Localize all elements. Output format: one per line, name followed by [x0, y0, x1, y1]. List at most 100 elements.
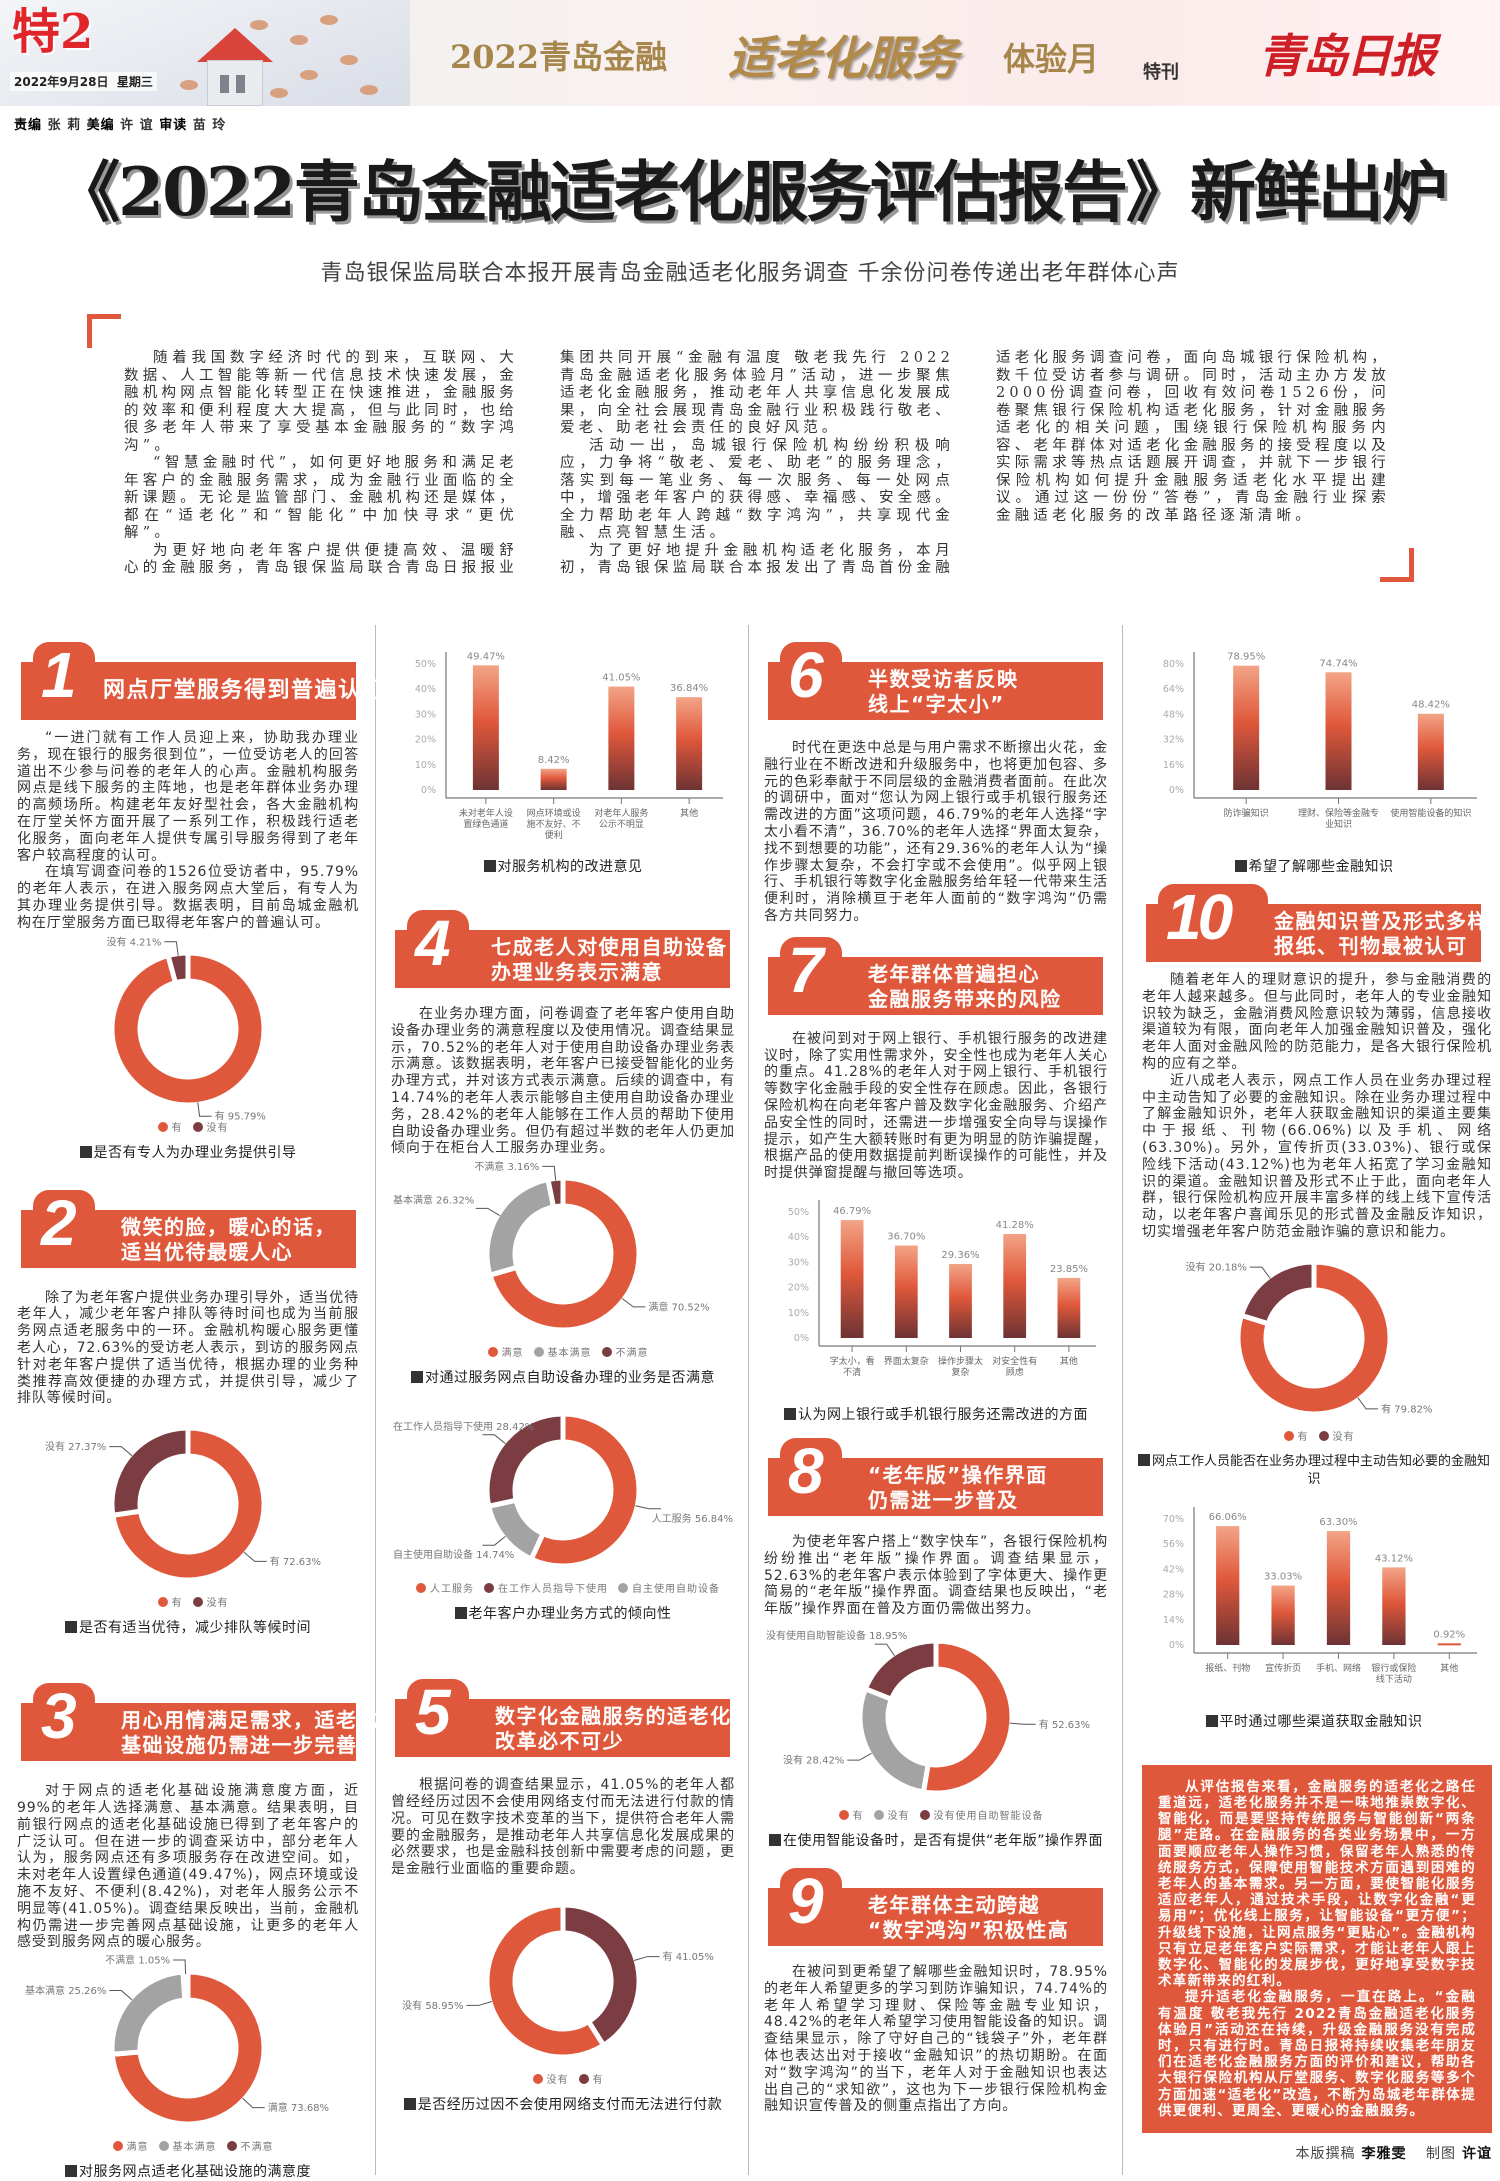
chart-legend: 没有 有	[391, 2072, 735, 2090]
paragraph: 时代在更迭中总是与用户需求不断擦出火花，金融行业在不断改进和升级服务中，也将更加…	[764, 740, 1108, 924]
section-number: 8	[788, 1434, 824, 1507]
legend-label: 有	[171, 1122, 183, 1134]
slice-label: 有 41.05%	[663, 1950, 714, 1963]
slice-label: 没有 4.21%	[106, 935, 161, 948]
bar-value-label: 74.74%	[1319, 658, 1357, 669]
section-title: 微笑的脸，暖心的话， 适当优待最暖人心	[121, 1215, 336, 1265]
leader-line	[1249, 1266, 1271, 1279]
section-bar	[21, 1703, 356, 1762]
section-header-10: 10 金融知识普及形式多样 报纸、刊物最被认可	[1146, 881, 1488, 962]
paragraph: 根据问卷的调查结果显示，41.05%的老年人都曾经经历过因不会使用网络支付而无法…	[391, 1777, 735, 1878]
legend-swatch	[416, 1583, 426, 1594]
legend-label: 满意	[126, 2142, 149, 2154]
y-tick-label: 20%	[415, 735, 436, 746]
chart-caption: 在使用智能设备时，是否有提供“老年版”操作界面	[764, 1832, 1108, 1850]
leader-line	[466, 2001, 493, 2006]
bar-chart-knowledge-wanted: 0% 16% 32% 48% 64% 80% 78.95% 防诈骗知识 74.74% 理财、保险等…	[1136, 640, 1492, 876]
section-header-5: 5 数字化金融服务的适老化 改革必不可少	[395, 1676, 732, 1758]
legend-label: 有	[171, 1598, 183, 1610]
section-bar	[768, 662, 1103, 720]
y-tick-label: 10%	[788, 1308, 809, 1319]
chart-caption: 是否有专人为办理业务提供引导	[17, 1144, 359, 1162]
donut-chart-payment: 有 41.05% 没有 58.95% 没有 有是否经历过因不会使用网络支付而无法进行付…	[391, 1886, 735, 2114]
section-title-line: 适当优待最暖人心	[121, 1239, 293, 1264]
chart-legend: 满意 基本满意 不满意	[391, 1345, 735, 1363]
bar-理财、保险等金融专业知识	[1325, 672, 1352, 790]
legend-swatch	[578, 2073, 589, 2084]
legend-item: 不满意	[217, 2141, 274, 2153]
y-tick-label: 10%	[415, 760, 436, 771]
slice-label: 没有 58.95%	[402, 1999, 463, 2012]
section-title: 数字化金融服务的适老化 改革必不可少	[495, 1704, 732, 1754]
legend-swatch	[192, 1597, 203, 1608]
donut-chart-facility-satisfaction: 满意 73.68% 基本满意 25.26% 不满意 1.05% 满意 基本满意 不满意 对服…	[17, 1953, 359, 2181]
section-number: 9	[788, 1864, 824, 1937]
section-number: 3	[41, 1680, 77, 1753]
bar-其他	[1057, 1277, 1081, 1338]
section-title-line: 金融服务带来的风险	[868, 986, 1062, 1011]
legend-label: 没有	[546, 2074, 569, 2086]
leader-line	[1009, 1722, 1036, 1725]
x-category-label: 字太小，看不清	[830, 1355, 875, 1378]
section-bar	[768, 1887, 1103, 1946]
chart-caption: 老年客户办理业务方式的倾向性	[391, 1605, 735, 1623]
bar-value-label: 66.06%	[1209, 1512, 1247, 1523]
section-number: 4	[415, 907, 451, 979]
leader-line	[635, 1505, 661, 1510]
legend-label: 满意	[501, 1348, 524, 1360]
headline: 《2022青岛金融适老化服务评估报告》新鲜出炉	[54, 153, 1448, 231]
intro-paragraph: “智慧金融时代”，如何更好地服务和满足老年客户的金融服务需求，成为金融行业面临的…	[124, 455, 518, 541]
section-bar	[21, 1209, 356, 1268]
donut-slice-没有	[484, 1902, 607, 2060]
banner-title-part2: 适老化服务	[728, 31, 958, 85]
bar-value-label: 49.47%	[467, 651, 505, 662]
section-header-6: 6 半数受访者反映 线上“字太小”	[768, 640, 1103, 720]
donut-chart-elder-mode: 有 52.63% 没有 28.42% 没有使用自助智能设备 18.95% 有 没有 没有使…	[764, 1622, 1108, 1850]
leader-line	[197, 1101, 212, 1117]
column-2: 0% 10% 20% 30% 40% 50% 49.47% 未对老年人设置绿色通道 8.42% 网…	[391, 640, 735, 2114]
donut-chart-priority: 有 72.63% 没有 27.37% 有 没有 是否有适当优待，减少排队等候时间	[17, 1409, 359, 1637]
legend-label: 在工作人员指导下使用	[498, 1584, 608, 1596]
column-divider	[1122, 625, 1123, 2175]
section-number: 2	[41, 1186, 77, 1259]
section-number: 5	[415, 1676, 451, 1749]
x-category-label: 其他	[1060, 1355, 1078, 1367]
legend-swatch	[226, 2141, 237, 2152]
section-1-text: “一进门就有工作人员迎上来，协助我办理业务，现在银行的服务很到位”，一位受访老人…	[17, 730, 359, 932]
x-category-label: 其他	[1440, 1662, 1458, 1674]
intro-paragraph: 活动一出，岛城银行保险机构纷纷积极响应，力争将“敬老、爱老、助老”的服务理念，落…	[560, 437, 954, 542]
slice-label: 满意 70.52%	[648, 1301, 709, 1314]
column-4: 0% 16% 32% 48% 64% 80% 78.95% 防诈骗知识 74.74% 理财、保险等…	[1136, 640, 1492, 2163]
legend-swatch	[158, 2141, 169, 2152]
leader-line	[475, 1208, 500, 1217]
editor-label: 美编	[86, 118, 115, 133]
y-tick-label: 48%	[1163, 709, 1184, 720]
y-tick-label: 56%	[1163, 1539, 1184, 1550]
legend-swatch	[484, 1583, 494, 1594]
issue-date: 2022年9月28日 星期三	[10, 72, 157, 91]
y-tick-label: 28%	[1163, 1589, 1184, 1600]
donut-slice-没有	[109, 1425, 191, 1519]
bar-value-label: 48.42%	[1412, 700, 1450, 711]
bar-chart-improvement: 0% 10% 20% 30% 40% 50% 49.47% 未对老年人设置绿色通道 8.42% 网…	[391, 640, 735, 876]
section-7-text: 在被问到对于网上银行、手机银行服务的改进建议时，除了实用性需求外，安全性也成为老…	[764, 1031, 1108, 1182]
slice-label: 满意 73.68%	[268, 2101, 329, 2114]
bar-value-label: 63.30%	[1319, 1517, 1357, 1528]
section-2-text: 除了为老年客户提供业务办理引导外，适当优待老年人，减少老年客户排队等待时间也成为…	[17, 1290, 359, 1408]
section-title-line: 金融知识普及形式多样	[1274, 909, 1489, 933]
section-bar	[1146, 904, 1481, 962]
legend-item: 没有使用自助智能设备	[910, 1809, 1044, 1822]
bar-value-label: 36.70%	[887, 1231, 925, 1242]
donut-slice-有	[920, 1638, 1015, 1796]
slice-label: 人工服务 56.84%	[652, 1512, 733, 1525]
slice-label: 不满意 3.16%	[474, 1160, 539, 1173]
editors-line: 责编 张 莉 美编 许 谊 审读 苗 玲	[14, 114, 226, 133]
legend-label: 没有	[206, 1122, 229, 1134]
paragraph: 在被问到对于网上银行、手机银行服务的改进建议时，除了实用性需求外，安全性也成为老…	[764, 1030, 1108, 1182]
editor-label: 审读	[159, 118, 188, 133]
legend-swatch	[192, 1121, 203, 1132]
section-number: 10	[1166, 881, 1233, 953]
legend-item: 没有	[523, 2073, 569, 2086]
x-category-label: 界面太复杂	[884, 1355, 929, 1367]
paragraph: 为使老年客户搭上“数字快车”，各银行保险机构纷纷推出“老年版”操作界面。调查结果…	[764, 1533, 1108, 1618]
